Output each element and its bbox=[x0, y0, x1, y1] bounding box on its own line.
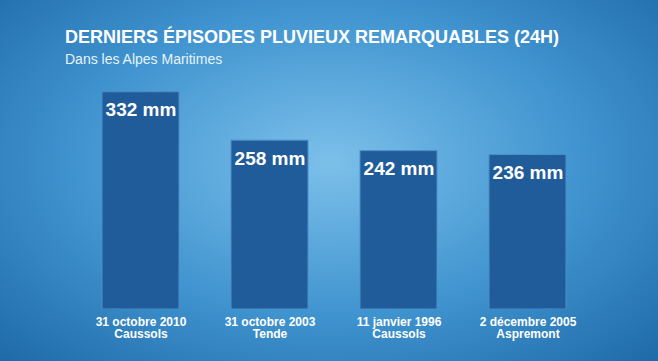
html-text:Dans les Alpes Maritimes: Dans les Alpes Maritimes bbox=[65, 51, 223, 67]
svg-text:258 mm: 258 mm bbox=[235, 148, 306, 169]
svg-text:242 mm: 242 mm bbox=[364, 158, 435, 179]
svg-text:2 décembre 2005Aspremont: 2 décembre 2005Aspremont bbox=[480, 315, 577, 341]
svg-text:236 mm: 236 mm bbox=[493, 162, 564, 183]
html-text:DERNIERS ÉPISODES PLUVIEUX REM: DERNIERS ÉPISODES PLUVIEUX REMARQUABLES … bbox=[65, 27, 560, 47]
svg-text:11 janvier 1996Caussols: 11 janvier 1996Caussols bbox=[357, 315, 442, 341]
svg-text:332 mm: 332 mm bbox=[106, 99, 177, 120]
svg-text:31 octobre 2010Caussols: 31 octobre 2010Caussols bbox=[96, 315, 187, 341]
svg-text:31 octobre 2003Tende: 31 octobre 2003Tende bbox=[225, 315, 316, 341]
